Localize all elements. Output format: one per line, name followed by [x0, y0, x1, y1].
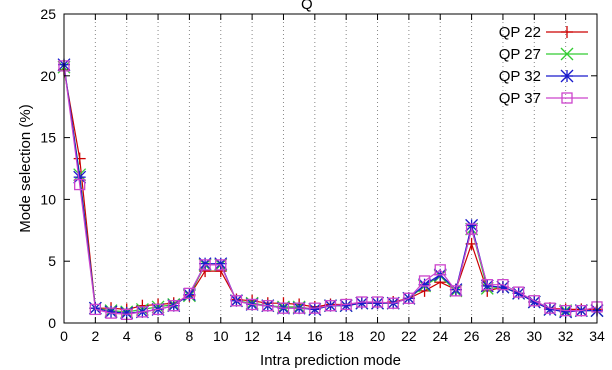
- data-point-qp-37: [465, 223, 478, 235]
- data-point-qp-37: [89, 303, 102, 316]
- data-point-qp-37: [215, 259, 227, 271]
- x-tick-label: 20: [370, 328, 386, 344]
- data-point-qp-37: [230, 295, 243, 307]
- x-tick-label: 10: [213, 328, 229, 344]
- legend-label: QP 37: [499, 90, 541, 107]
- x-tick-label: 18: [338, 328, 354, 344]
- legend-marker: [560, 47, 574, 61]
- data-point-qp-37: [512, 286, 525, 298]
- axis-ticks: 0 2 4 6 8 10 12 14 16 18 20 22 24 26 28 30 32 34051015202…: [40, 6, 605, 344]
- data-point-qp-37: [340, 298, 352, 311]
- data-point-qp-37: [183, 287, 196, 299]
- data-point-qp-37: [136, 306, 149, 318]
- legend-marker: [561, 26, 573, 38]
- x-tick-label: 16: [307, 328, 323, 344]
- data-point-qp-37: [168, 300, 180, 312]
- x-tick-label: 2: [91, 328, 99, 344]
- y-tick-label: 0: [48, 315, 56, 331]
- legend-marker: [561, 92, 573, 104]
- x-tick-label: 32: [558, 328, 574, 344]
- data-point-qp-37: [152, 303, 164, 316]
- legend: QP 22 QP 27 QP 32 QP 37: [499, 24, 588, 107]
- x-tick-label: 28: [495, 328, 511, 344]
- x-tick-label: 30: [527, 328, 543, 344]
- x-tick-label: 6: [154, 328, 162, 344]
- x-tick-label: 14: [276, 328, 292, 344]
- x-tick-label: 24: [432, 328, 448, 344]
- data-point-qp-37: [559, 304, 572, 317]
- x-tick-label: 8: [186, 328, 194, 344]
- grid: [94, 14, 567, 323]
- y-tick-label: 20: [40, 68, 56, 84]
- data-point-qp-37: [434, 264, 446, 276]
- data-point-qp-37: [356, 296, 368, 308]
- data-point-qp-37: [403, 292, 415, 304]
- data-point-qp-37: [497, 279, 509, 291]
- data-point-qp-37: [277, 302, 290, 314]
- y-tick-label: 10: [40, 191, 56, 207]
- data-point-qp-37: [105, 307, 117, 319]
- data-point-qp-37: [575, 304, 587, 317]
- x-axis-title: Intra prediction mode: [260, 352, 401, 369]
- data-point-qp-37: [450, 285, 462, 297]
- legend-label: QP 27: [499, 46, 541, 63]
- legend-marker: [560, 69, 574, 83]
- data-point-qp-37: [544, 302, 556, 314]
- data-point-qp-37: [481, 279, 493, 291]
- x-tick-label: 0: [60, 328, 68, 344]
- x-tick-label: 34: [589, 328, 605, 344]
- legend-label: QP 32: [499, 68, 541, 85]
- x-tick-label: 26: [464, 328, 480, 344]
- legend-item-qp-32: QP 32: [499, 68, 588, 85]
- data-point-qp-37: [262, 300, 274, 312]
- series-layer: [57, 58, 604, 320]
- data-point-qp-37: [246, 298, 258, 311]
- y-tick-label: 5: [48, 253, 56, 269]
- legend-item-qp-22: QP 22: [499, 24, 588, 41]
- data-point-qp-37: [309, 302, 321, 314]
- data-point-qp-37: [199, 259, 211, 271]
- x-tick-label: 22: [401, 328, 417, 344]
- data-point-qp-37: [324, 300, 337, 312]
- legend-label: QP 22: [499, 24, 541, 41]
- y-tick-label: 15: [40, 130, 56, 146]
- legend-item-qp-27: QP 27: [499, 46, 588, 63]
- y-axis-title: Mode selection (%): [17, 104, 34, 232]
- y-tick-label: 25: [40, 6, 56, 22]
- x-tick-label: 4: [123, 328, 131, 344]
- data-point-qp-37: [387, 297, 399, 309]
- plot-area-frame: [63, 13, 598, 324]
- legend-item-qp-37: QP 37: [499, 90, 588, 107]
- data-point-qp-37: [74, 178, 86, 191]
- data-point-qp-37: [293, 302, 305, 314]
- data-point-qp-37: [528, 295, 540, 307]
- data-point-qp-37: [371, 296, 384, 308]
- x-tick-label: 12: [244, 328, 260, 344]
- chart-title-fragment: Q: [301, 0, 313, 13]
- data-point-qp-37: [418, 275, 431, 287]
